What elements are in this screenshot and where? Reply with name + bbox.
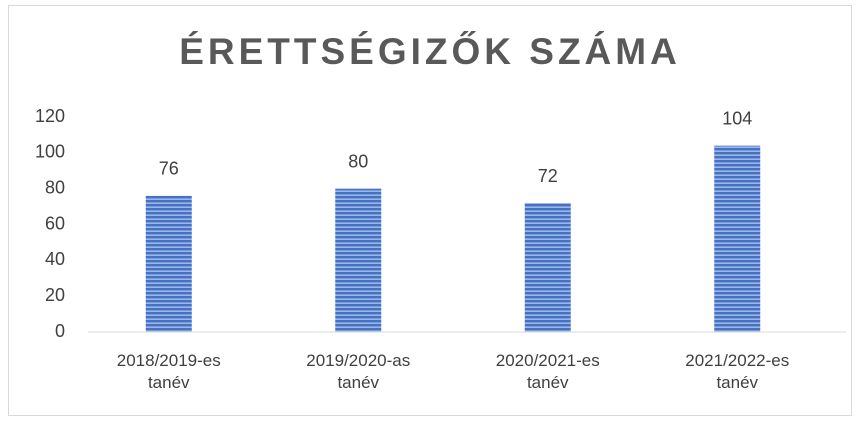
- y-tick-label: 20: [45, 285, 65, 305]
- data-label: 72: [538, 166, 558, 186]
- data-label: 76: [159, 159, 179, 179]
- bar: [335, 188, 382, 332]
- data-label: 104: [722, 108, 752, 128]
- x-tick-label: 2020/2021-es tanév: [495, 351, 600, 392]
- y-tick-label: 60: [45, 213, 65, 233]
- x-tick-label: 2021/2022-es tanév: [685, 351, 790, 392]
- y-tick-label: 0: [55, 321, 65, 341]
- y-tick-label: 120: [35, 106, 65, 126]
- bar: [145, 195, 192, 332]
- chart-border: [8, 5, 852, 416]
- x-tick-label: 2018/2019-es tanév: [116, 351, 221, 392]
- data-label: 80: [348, 151, 368, 171]
- bar: [714, 145, 761, 332]
- y-tick-label: 80: [45, 177, 65, 197]
- chart-title: ÉRETTSÉGIZŐK SZÁMA: [179, 30, 681, 72]
- bar: [524, 203, 571, 332]
- x-tick-label: 2019/2020-as tanév: [306, 351, 411, 392]
- y-tick-label: 40: [45, 249, 65, 269]
- y-tick-label: 100: [35, 142, 65, 162]
